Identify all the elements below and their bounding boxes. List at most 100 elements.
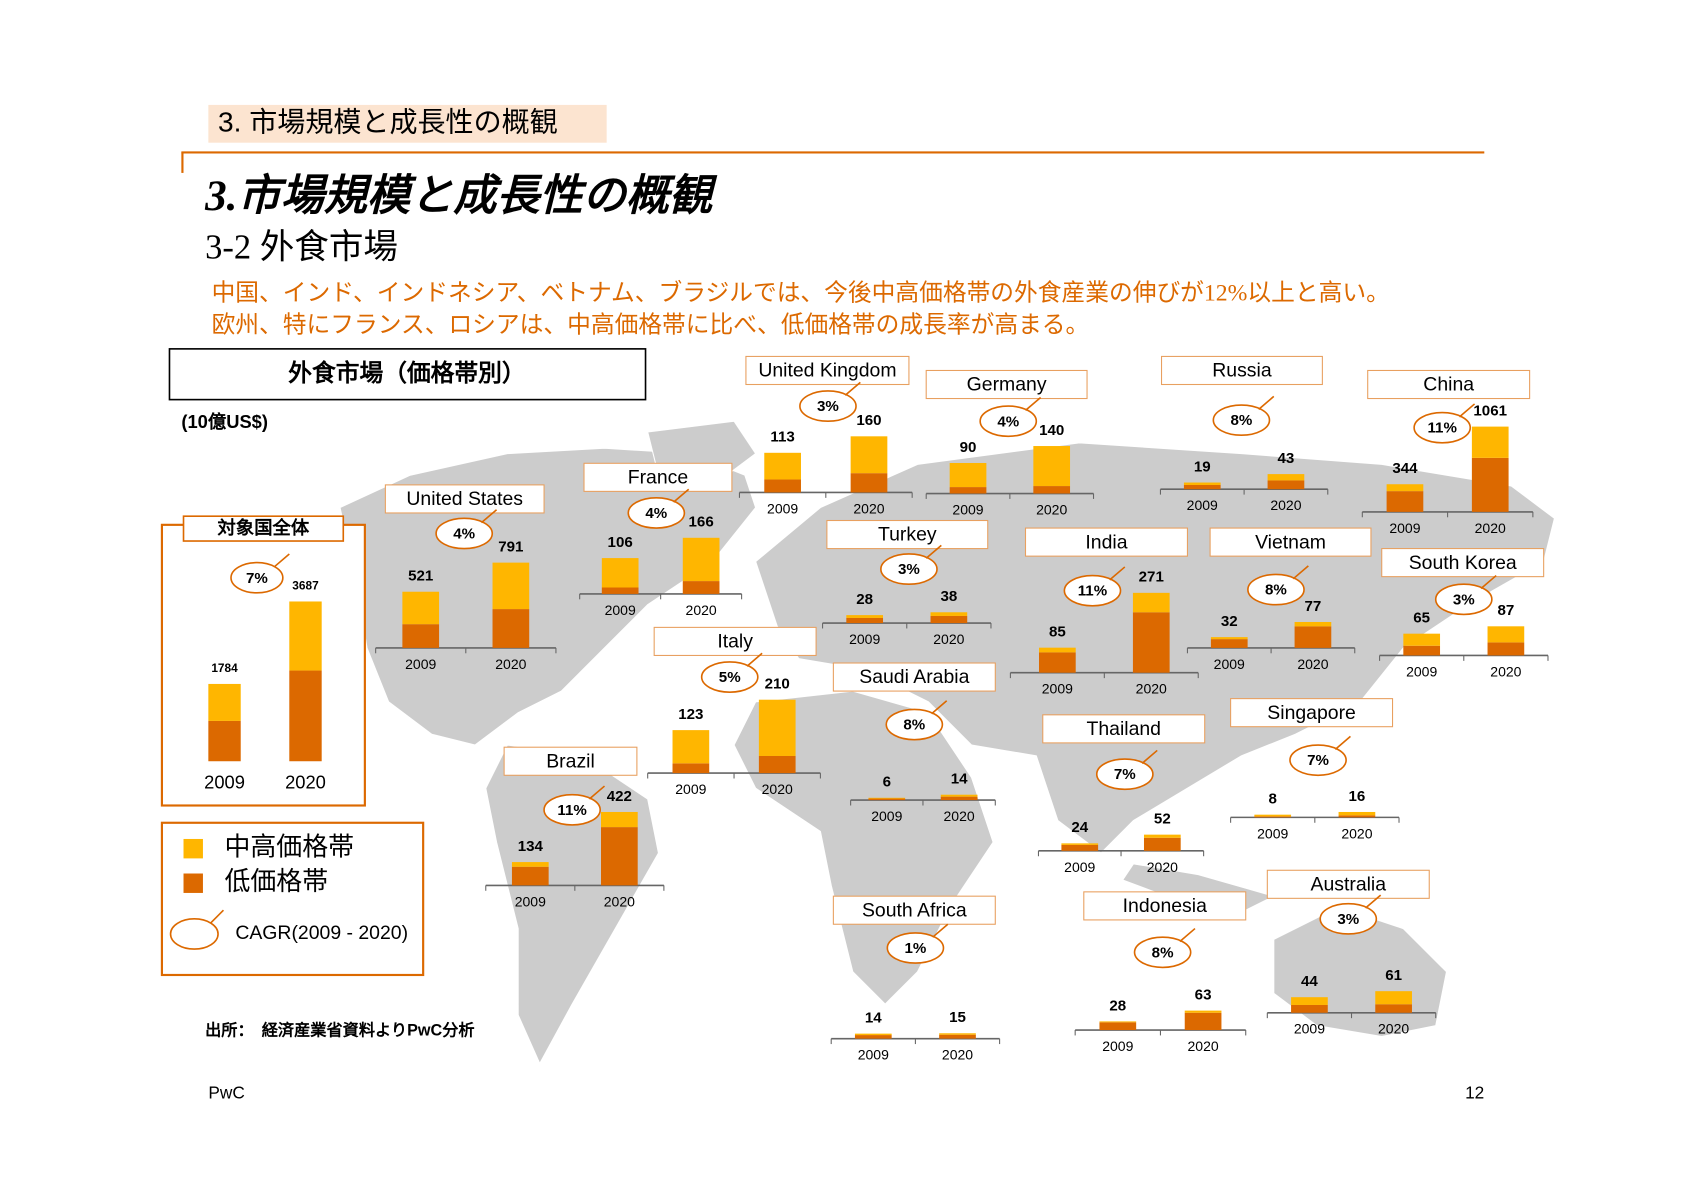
country-name: Italy (717, 631, 753, 653)
cagr-label: 7% (1307, 752, 1329, 769)
year-label: 2020 (604, 893, 635, 909)
cagr-label: 3% (898, 561, 920, 578)
cagr-arrow (931, 700, 948, 715)
cagr-bubble (1133, 936, 1192, 969)
world-map (339, 420, 1556, 1065)
chart-title-box (168, 348, 647, 401)
year-label: 2020 (1136, 681, 1167, 697)
overall-title: 対象国全体 (217, 517, 310, 538)
cagr-arrow (1365, 894, 1382, 909)
value-label: 106 (608, 534, 633, 551)
value-label: 123 (678, 706, 703, 723)
year-label: 2009 (1102, 1038, 1133, 1054)
cagr-bubble (1319, 902, 1378, 935)
cagr-arrow (932, 923, 949, 938)
country-name: Thailand (1086, 718, 1161, 740)
bar-mid-high (1099, 1021, 1137, 1023)
year-label: 2020 (942, 1047, 973, 1063)
year-label: 2020 (686, 602, 717, 618)
bar-low (758, 755, 796, 774)
bar-low (930, 615, 968, 624)
value-label: 77 (1305, 598, 1322, 615)
value-label: 87 (1497, 602, 1514, 619)
country-box (925, 369, 1088, 400)
bar-mid-high (1338, 811, 1376, 816)
cagr-arrow (1109, 566, 1126, 581)
year-label: 2020 (1187, 1038, 1218, 1054)
bar-low (1183, 484, 1221, 490)
country-name: Vietnam (1255, 531, 1326, 553)
bar-low (1267, 480, 1305, 490)
cagr-bubble (880, 553, 938, 586)
bar-mid-high (1294, 621, 1332, 627)
country-box (826, 519, 989, 550)
value-label: 160 (856, 412, 881, 429)
country-name: Germany (967, 374, 1047, 396)
cagr-arrow (480, 509, 498, 524)
year-label: 2009 (1257, 825, 1288, 841)
cagr-label: 5% (719, 669, 741, 686)
bar-low (601, 587, 639, 594)
cagr-bubble (1095, 758, 1154, 791)
value-label: 65 (1413, 610, 1430, 627)
value-label: 52 (1154, 811, 1171, 828)
country-name: Brazil (546, 750, 595, 772)
bar-mid-high (1487, 626, 1525, 643)
cagr-bubble (1212, 404, 1271, 437)
cagr-arrow (1292, 565, 1309, 580)
value-label: 1784 (211, 661, 238, 675)
cagr-label: 8% (903, 717, 925, 734)
bar-mid-high (511, 862, 549, 867)
bar-low (1338, 815, 1376, 818)
bar-low (672, 763, 710, 774)
value-label: 14 (951, 771, 968, 788)
cagr-arrow (1480, 574, 1497, 590)
cagr-arrow (1024, 396, 1042, 412)
bar-low (1099, 1022, 1137, 1031)
country-box (832, 662, 996, 692)
country-box (384, 484, 545, 514)
year-label: 2009 (1406, 663, 1437, 679)
country-name: United Kingdom (758, 360, 896, 382)
year-label: 2020 (285, 772, 326, 793)
country-box (1160, 355, 1323, 386)
country-name: Indonesia (1123, 895, 1207, 917)
country-box (653, 626, 817, 656)
bar-mid-high (850, 436, 888, 474)
value-label: 38 (940, 588, 957, 605)
value-label: 28 (856, 591, 873, 608)
country-name: India (1085, 531, 1127, 553)
bar-low (846, 617, 884, 624)
year-label: 2020 (853, 500, 884, 516)
bar-low (1291, 1004, 1328, 1013)
value-label: 44 (1301, 973, 1318, 990)
value-label: 134 (518, 838, 544, 855)
bar-low (1294, 626, 1332, 648)
bar-mid-high (758, 699, 796, 756)
bar-low (402, 624, 440, 648)
country-box (1024, 527, 1188, 557)
country-box (503, 746, 638, 776)
cagr-bubble (1247, 573, 1305, 606)
year-label: 2020 (944, 808, 975, 824)
year-label: 2020 (1378, 1021, 1409, 1037)
bar-mid-high (1183, 482, 1221, 485)
value-label: 85 (1049, 624, 1066, 641)
year-label: 2020 (762, 781, 793, 797)
cagr-label: 7% (1114, 766, 1136, 783)
value-label: 43 (1278, 450, 1295, 467)
bar-low (949, 487, 987, 494)
bar-mid-high (208, 683, 241, 721)
value-label: 24 (1071, 819, 1088, 836)
legend-cagr-arrow (209, 909, 225, 924)
bar-low (1210, 639, 1248, 648)
value-label: 521 (408, 568, 433, 585)
value-label: 8 (1269, 791, 1277, 808)
year-label: 2009 (1042, 681, 1073, 697)
bar-mid-high (854, 1033, 892, 1036)
country-box (1083, 891, 1247, 921)
country-name: Singapore (1267, 702, 1356, 724)
bar-low (1487, 642, 1525, 656)
country-name: Saudi Arabia (859, 666, 969, 688)
